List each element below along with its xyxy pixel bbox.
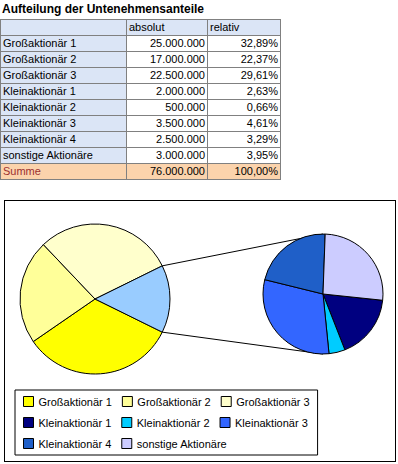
html-text:sonstige Aktionäre: sonstige Aktionäre: [3, 149, 93, 161]
svg-text:Großaktionär 1: Großaktionär 1: [39, 396, 112, 408]
html-text:100,00%: 100,00%: [234, 165, 278, 177]
html-text:Aufteilung der Untenehmensante: Aufteilung der Untenehmensanteile: [2, 2, 204, 16]
html-text:3,95%: 3,95%: [246, 149, 278, 161]
html-text:22.500.000: 22.500.000: [149, 69, 205, 81]
html-text:22,37%: 22,37%: [240, 53, 278, 65]
html-text:relativ: relativ: [210, 21, 240, 33]
html-text:4,61%: 4,61%: [246, 117, 278, 129]
html-text:Großaktionär 2: Großaktionär 2: [3, 53, 77, 65]
svg-text:Großaktionär 3: Großaktionär 3: [236, 396, 309, 408]
html-text:2.000.000: 2.000.000: [156, 85, 205, 97]
html-text:3.500.000: 3.500.000: [156, 117, 205, 129]
svg-text:Kleinaktionär 4: Kleinaktionär 4: [39, 438, 112, 450]
html-text:Kleinaktionär 2: Kleinaktionär 2: [3, 101, 76, 113]
html-text:2,63%: 2,63%: [246, 85, 278, 97]
html-text:0,66%: 0,66%: [246, 101, 278, 113]
svg-text:Großaktionär 2: Großaktionär 2: [137, 396, 210, 408]
html-text:25.000.000: 25.000.000: [149, 37, 205, 49]
html-text:3,29%: 3,29%: [246, 133, 278, 145]
svg-text:Kleinaktionär 3: Kleinaktionär 3: [235, 417, 308, 429]
html-text:76.000.000: 76.000.000: [149, 165, 205, 177]
html-text:32,89%: 32,89%: [240, 37, 278, 49]
svg-text:Kleinaktionär 2: Kleinaktionär 2: [137, 417, 210, 429]
html-text:Kleinaktionär 1: Kleinaktionär 1: [3, 85, 76, 97]
html-text:Kleinaktionär 3: Kleinaktionär 3: [3, 117, 76, 129]
html-text:absolut: absolut: [129, 21, 165, 33]
html-text:Kleinaktionär 4: Kleinaktionär 4: [3, 133, 76, 145]
html-text:Großaktionär 3: Großaktionär 3: [3, 69, 77, 81]
html-text:29,61%: 29,61%: [240, 69, 278, 81]
html-text:3.000.000: 3.000.000: [156, 149, 205, 161]
html-text:2.500.000: 2.500.000: [156, 133, 205, 145]
html-text:Summe: Summe: [3, 165, 41, 177]
html-text:17.000.000: 17.000.000: [149, 53, 205, 65]
svg-text:sonstige Aktionäre: sonstige Aktionäre: [137, 438, 227, 450]
html-text:500.000: 500.000: [165, 101, 205, 113]
svg-text:Kleinaktionär 1: Kleinaktionär 1: [39, 417, 112, 429]
html-text:Großaktionär 1: Großaktionär 1: [3, 37, 77, 49]
